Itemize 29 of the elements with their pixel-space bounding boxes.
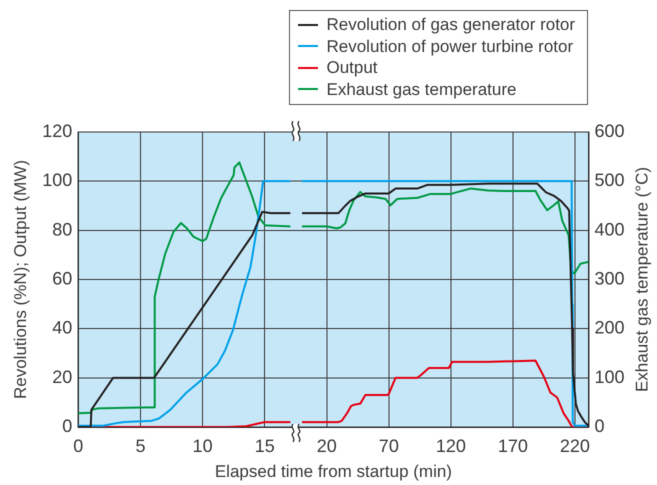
y2-tick-label: 500 [594, 170, 625, 190]
y-axis-title: Revolutions (%N); Output (MW) [10, 160, 30, 399]
y-tick-label: 120 [42, 120, 72, 141]
y2-tick-label: 100 [594, 366, 625, 387]
y-tick-label: 80 [52, 219, 72, 240]
x-tick-label: 5 [135, 436, 146, 456]
y-tick-label: 40 [52, 318, 72, 338]
y2-tick-label: 600 [594, 120, 625, 141]
legend-label: Exhaust gas temperature [326, 78, 516, 100]
legend-label: Revolution of gas generator rotor [326, 14, 576, 36]
x-tick-label: 20 [316, 436, 337, 456]
x-axis-title: Elapsed time from startup (min) [214, 462, 452, 482]
y2-tick-label: 300 [594, 268, 625, 288]
x-tick-label: 15 [254, 436, 275, 456]
y2-tick-label: 400 [594, 219, 625, 240]
legend-label: Revolution of power turbine rotor [326, 36, 574, 57]
y2-tick-label: 0 [594, 416, 605, 436]
y2-axis-title: Exhaust gas temperature (°C) [632, 166, 652, 392]
x-tick-label: 220 [560, 436, 590, 456]
y-tick-label: 100 [42, 170, 72, 190]
y2-tick-label: 200 [594, 318, 625, 338]
y-tick-label: 60 [52, 268, 72, 288]
y-tick-label: 20 [52, 366, 72, 387]
x-tick-label: 10 [192, 436, 213, 456]
x-tick-label: 120 [436, 436, 466, 456]
x-tick-label: 170 [498, 436, 528, 456]
x-tick-label: 70 [378, 436, 399, 456]
y-tick-label: 0 [62, 416, 72, 436]
legend-label: Output [326, 57, 378, 78]
